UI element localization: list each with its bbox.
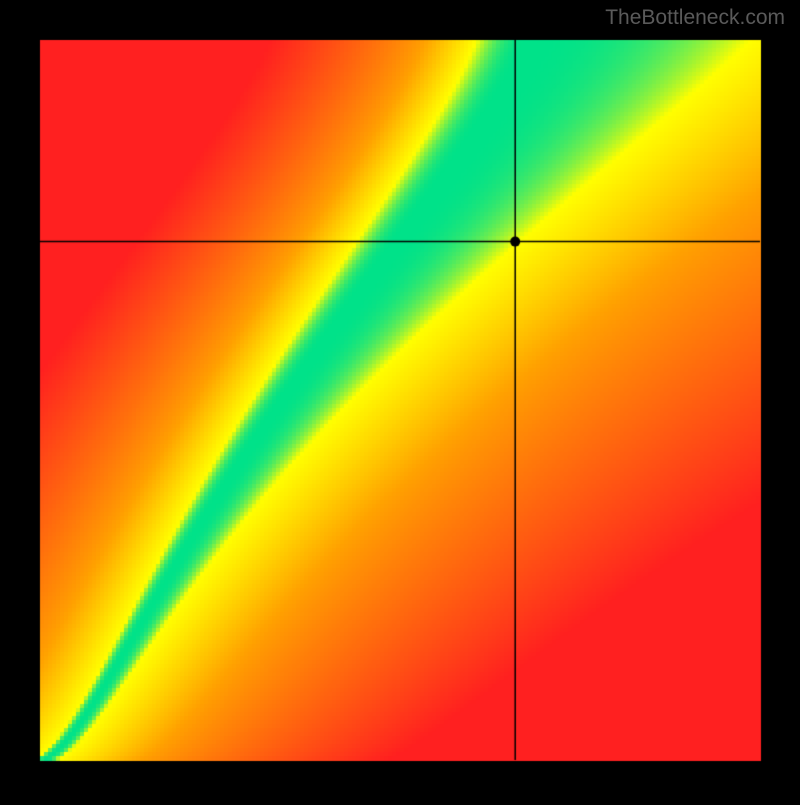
watermark-text: TheBottleneck.com — [605, 6, 785, 30]
heatmap-canvas — [0, 0, 800, 800]
heatmap-chart — [0, 0, 800, 805]
